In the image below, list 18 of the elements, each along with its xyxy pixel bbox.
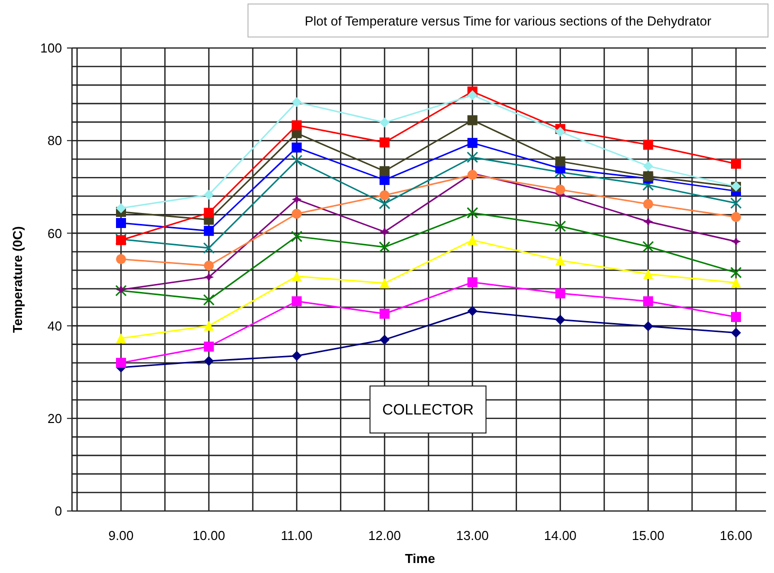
- x-axis-title: Time: [404, 551, 436, 566]
- x-tick-label: 14.00: [544, 528, 577, 543]
- y-tick-label: 100: [40, 40, 62, 56]
- x-tick-label: 13.00: [456, 528, 489, 543]
- y-tick-label: 60: [48, 226, 62, 241]
- x-tick-label: 16.00: [720, 528, 752, 543]
- chart-title: Plot of Temperature versus Time for various sections of the Dehydrator: [304, 14, 712, 29]
- y-axis-title: Temperature (0C): [10, 226, 25, 333]
- annotation: COLLECTOR: [382, 401, 474, 418]
- y-tick-label: 0: [54, 504, 62, 519]
- y-tick-label: 20: [48, 410, 62, 426]
- y-tick-label: 80: [48, 133, 62, 148]
- x-tick-label: 10.00: [192, 528, 226, 543]
- y-tick-label: 40: [48, 318, 62, 334]
- x-tick-label: 11.00: [280, 528, 313, 543]
- x-tick-label: 9.00: [108, 528, 134, 543]
- x-tick-label: 12.00: [368, 528, 401, 543]
- x-tick-label: 15.00: [632, 528, 664, 543]
